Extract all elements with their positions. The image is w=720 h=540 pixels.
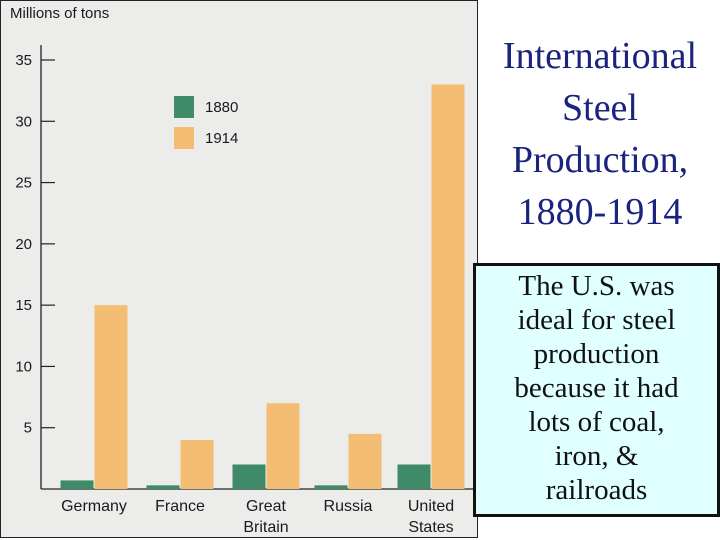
bar-1880 [60, 480, 94, 489]
y-tick-label: 20 [15, 236, 32, 253]
note-line: The U.S. was [518, 270, 675, 302]
legend-label-1880: 1880 [205, 99, 238, 116]
bar-1880 [314, 485, 348, 489]
legend-label-1914: 1914 [205, 130, 238, 147]
note-line: lots of coal, [528, 406, 665, 438]
legend-swatch-1914 [174, 127, 194, 149]
legend-swatch-1880 [174, 96, 194, 118]
chart-panel: Millions of tons 5 10 15 20 25 30 35 Germany Fran… [0, 0, 478, 538]
note-line: iron, & [554, 440, 639, 472]
y-tick-label: 15 [15, 297, 32, 314]
note-line: railroads [545, 474, 648, 506]
x-category-label: Russia [324, 498, 373, 515]
x-category-label: United [408, 498, 454, 515]
y-tick-label: 5 [24, 420, 32, 437]
slide-title: International Steel Production, 1880-1914 [482, 30, 718, 238]
title-line: Production, [511, 139, 689, 181]
title-line: 1880-1914 [517, 191, 683, 233]
x-category-label: Britain [243, 519, 288, 536]
bar-1914 [266, 403, 300, 489]
note-line: because it had [514, 372, 679, 404]
note-box: The U.S. was ideal for steel production bec… [473, 263, 720, 517]
title-line: Steel [562, 87, 638, 129]
note-line: production [533, 338, 660, 370]
title-line: International [502, 35, 698, 77]
y-tick-label: 10 [15, 358, 32, 375]
note-line: ideal for steel [517, 304, 676, 336]
bar-chart: Millions of tons 5 10 15 20 25 30 35 Germany Fran… [10, 5, 475, 536]
bar-1914 [180, 439, 214, 489]
bar-1914 [94, 305, 128, 489]
y-tick-label: 30 [15, 113, 32, 130]
bar-1880 [232, 464, 266, 489]
y-tick-label: 25 [15, 175, 32, 192]
y-tick-label: 35 [15, 52, 32, 69]
x-category-label: France [155, 498, 205, 515]
bar-1914 [348, 433, 382, 489]
bar-1914 [431, 84, 465, 489]
x-category-label: States [408, 519, 453, 536]
x-category-label: Germany [61, 498, 127, 515]
x-category-label: Great [246, 498, 287, 515]
bar-1880 [146, 485, 180, 489]
y-axis-unit-label: Millions of tons [10, 5, 109, 22]
bar-1880 [397, 464, 431, 489]
